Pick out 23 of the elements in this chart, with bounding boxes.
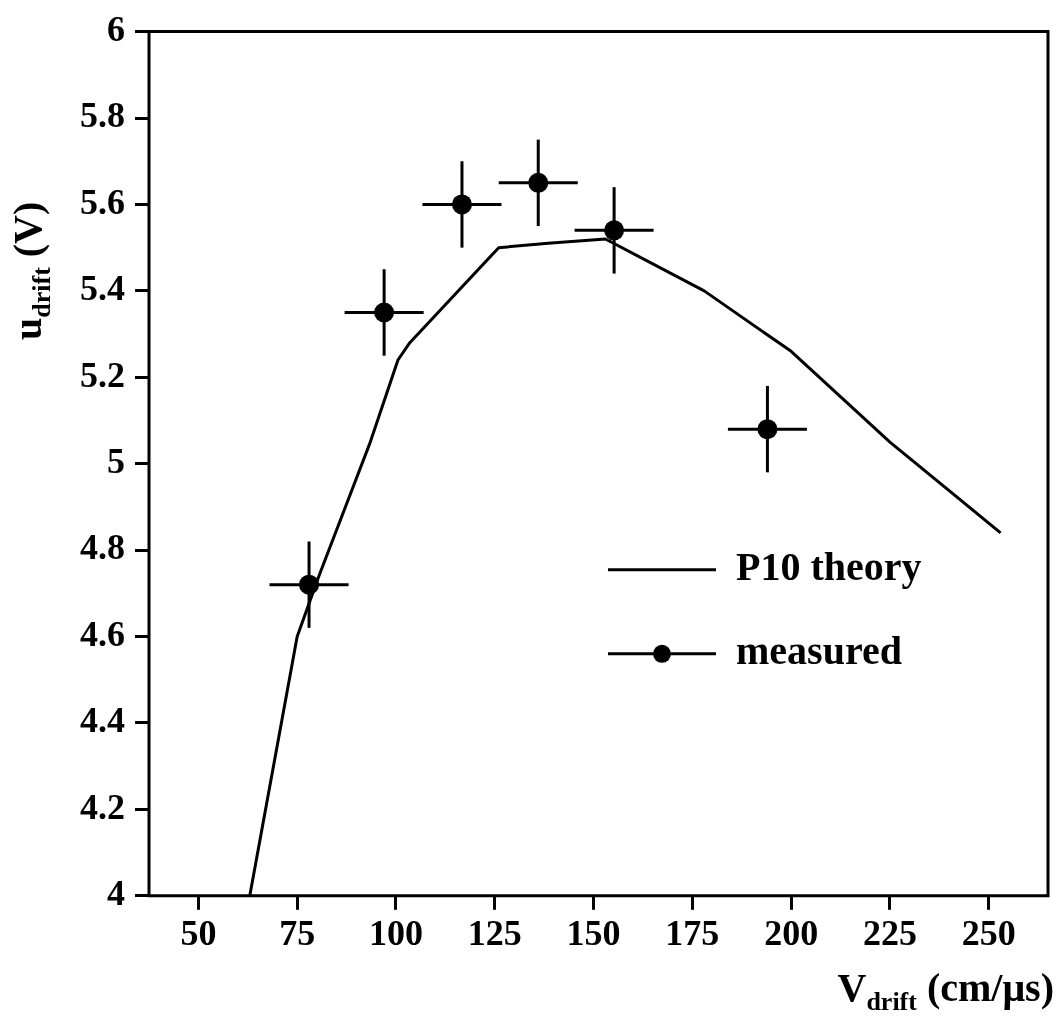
x-tick-label: 125: [467, 912, 522, 953]
x-tick-label: 75: [279, 912, 316, 953]
legend-label: P10 theory: [736, 544, 922, 590]
y-tick-label: 4: [107, 873, 125, 914]
y-tick-label: 5.2: [80, 354, 125, 395]
x-tick-label: 150: [566, 912, 621, 953]
x-tick-label: 100: [368, 912, 423, 953]
y-tick-label: 4.6: [80, 613, 125, 654]
y-tick-label: 6: [107, 8, 125, 49]
legend-label: measured: [736, 628, 902, 674]
y-tick-label: 4.8: [80, 527, 125, 568]
y-tick-label: 5.8: [80, 95, 125, 136]
y-tick-label: 5.6: [80, 181, 125, 222]
x-tick-label: 225: [862, 912, 917, 953]
y-tick-label: 4.4: [80, 700, 125, 741]
x-tick-label: 175: [665, 912, 720, 953]
y-tick-label: 4.2: [80, 786, 125, 827]
x-tick-label: 250: [961, 912, 1016, 953]
x-axis-title: V$_{drift}$ (cm/μs): [837, 964, 1054, 1017]
y-tick-label: 5: [107, 441, 125, 481]
y-tick-label: 5.4: [80, 268, 125, 309]
x-tick-label: 200: [764, 912, 819, 953]
x-tick-label: 50: [180, 912, 217, 953]
